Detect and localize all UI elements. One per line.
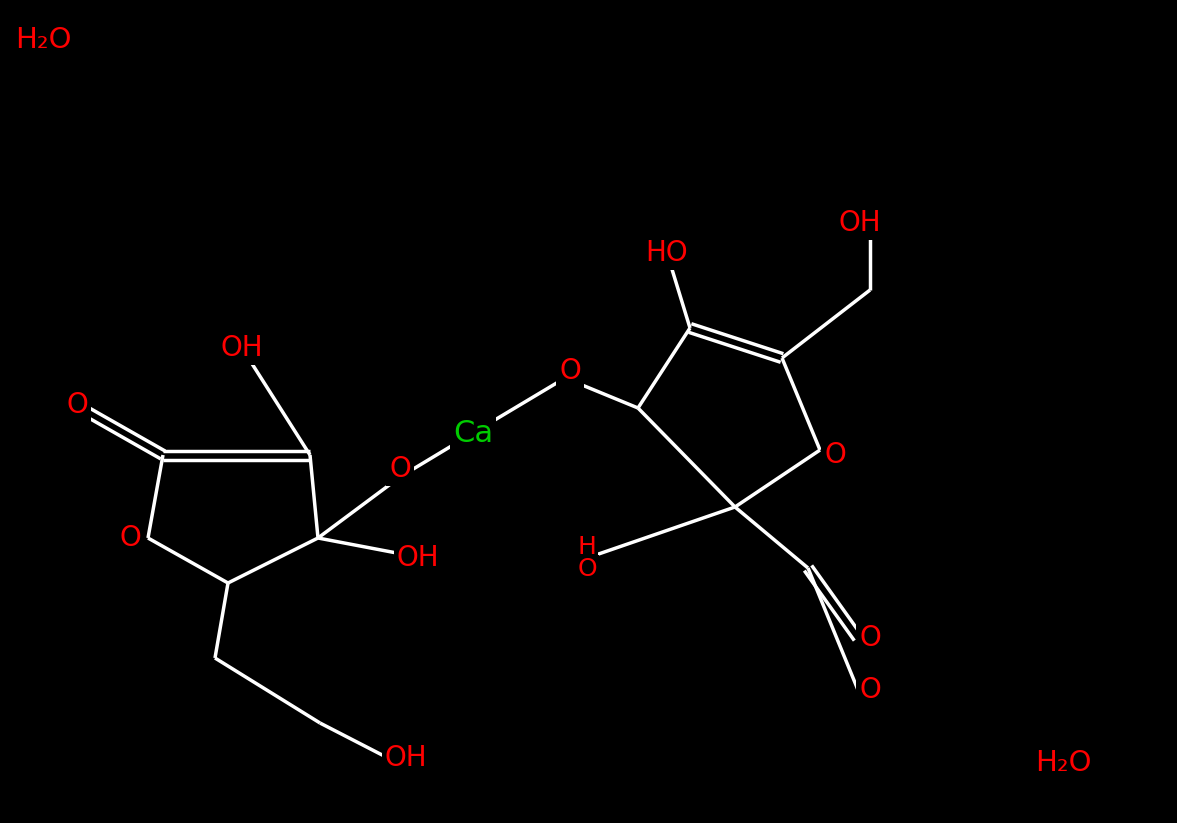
- Text: H₂O: H₂O: [15, 26, 72, 54]
- Text: O: O: [66, 391, 88, 419]
- Text: O: O: [577, 557, 597, 581]
- Text: HO: HO: [646, 239, 689, 267]
- Text: OH: OH: [385, 744, 427, 772]
- Text: O: O: [859, 676, 880, 704]
- Text: H₂O: H₂O: [1035, 749, 1091, 777]
- Text: O: O: [119, 524, 141, 552]
- Text: OH: OH: [397, 544, 439, 572]
- Text: OH: OH: [221, 334, 264, 362]
- Text: H: H: [578, 535, 597, 559]
- Text: OH: OH: [839, 209, 882, 237]
- Text: O: O: [390, 455, 411, 483]
- Text: O: O: [559, 357, 581, 385]
- Text: Ca: Ca: [453, 419, 493, 448]
- Text: O: O: [859, 624, 880, 652]
- Text: O: O: [824, 441, 846, 469]
